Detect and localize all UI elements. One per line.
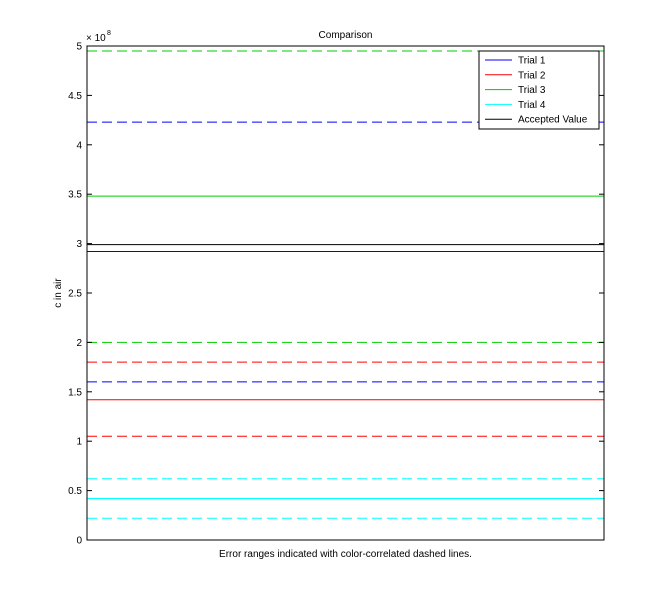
- y-tick-label: 5: [76, 42, 82, 53]
- legend-label: Trial 1: [518, 56, 546, 67]
- y-tick-label: 1: [76, 437, 82, 448]
- y-tick-label: 2.5: [68, 289, 82, 300]
- y-tick-label: 0: [76, 536, 82, 547]
- legend-label: Trial 2: [518, 70, 546, 81]
- x-axis-label: Error ranges indicated with color-correl…: [219, 549, 472, 560]
- y-tick-label: 0.5: [68, 486, 82, 497]
- error-range-lines: [87, 50, 604, 519]
- y-tick-label: 3.5: [68, 190, 82, 201]
- y-axis-ticks: 0 0.5 1 1.5 2 2.5 3 3.5 4 4.5 5: [68, 42, 604, 547]
- y-axis-exponent: × 10 8: [86, 30, 111, 44]
- y-tick-label: 1.5: [68, 387, 82, 398]
- y-tick-label: 4.5: [68, 91, 82, 102]
- exponent-base: × 10: [86, 33, 106, 44]
- y-axis-label: c in air: [53, 278, 64, 308]
- legend-label: Trial 3: [518, 85, 546, 96]
- y-tick-label: 4: [76, 140, 82, 151]
- exponent-power: 8: [107, 30, 111, 37]
- value-lines: [87, 195, 604, 500]
- legend-label: Accepted Value: [518, 115, 588, 126]
- legend: Trial 1 Trial 2 Trial 3 Trial 4 Accepted Val…: [478, 50, 600, 130]
- chart-title: Comparison: [319, 30, 373, 41]
- y-tick-label: 2: [76, 338, 82, 349]
- y-tick-label: 3: [76, 239, 82, 250]
- legend-label: Trial 4: [518, 100, 546, 111]
